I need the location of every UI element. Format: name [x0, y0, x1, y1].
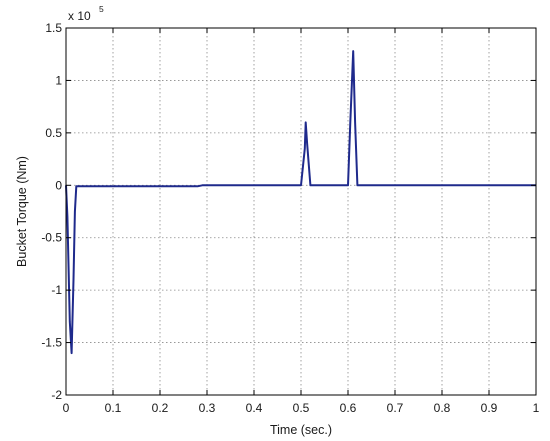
y-axis-ticks: 1.5 1 0.5 0 -0.5 -1 -1.5 -2 — [41, 21, 536, 402]
plot-frame — [65, 27, 537, 396]
y-tick-label: 1 — [55, 73, 62, 87]
x-tick-label: 0.1 — [105, 401, 122, 415]
y-tick-label: 0 — [55, 178, 62, 192]
x-tick-label: 0.8 — [434, 401, 451, 415]
y-tick-label: 1.5 — [45, 21, 62, 35]
y-tick-label: -0.5 — [41, 231, 62, 245]
y-axis-label: Bucket Torque (Nm) — [15, 156, 29, 267]
x-tick-label: 0.2 — [152, 401, 169, 415]
y-tick-label: -2 — [51, 388, 62, 402]
y-tick-label: 0.5 — [45, 126, 62, 140]
grid-lines — [66, 28, 536, 395]
x-axis-label: Time (sec.) — [270, 423, 332, 437]
x-tick-label: 1 — [533, 401, 540, 415]
y-axis-multiplier-exponent: 5 — [99, 4, 104, 14]
y-axis-multiplier: x 10 — [68, 9, 91, 23]
x-tick-label: 0.5 — [293, 401, 310, 415]
x-tick-label: 0.7 — [387, 401, 404, 415]
y-tick-label: -1 — [51, 283, 62, 297]
x-tick-label: 0.6 — [340, 401, 357, 415]
x-tick-label: 0.4 — [246, 401, 263, 415]
y-tick-label: -1.5 — [41, 336, 62, 350]
series-group — [65, 50, 536, 355]
x-tick-label: 0 — [63, 401, 70, 415]
x-tick-label: 0.9 — [481, 401, 498, 415]
series-line — [65, 50, 536, 355]
x-tick-label: 0.3 — [199, 401, 216, 415]
x-axis-ticks: 0 0.1 0.2 0.3 0.4 0.5 0.6 0.7 0.8 0.9 1 — [63, 28, 540, 415]
